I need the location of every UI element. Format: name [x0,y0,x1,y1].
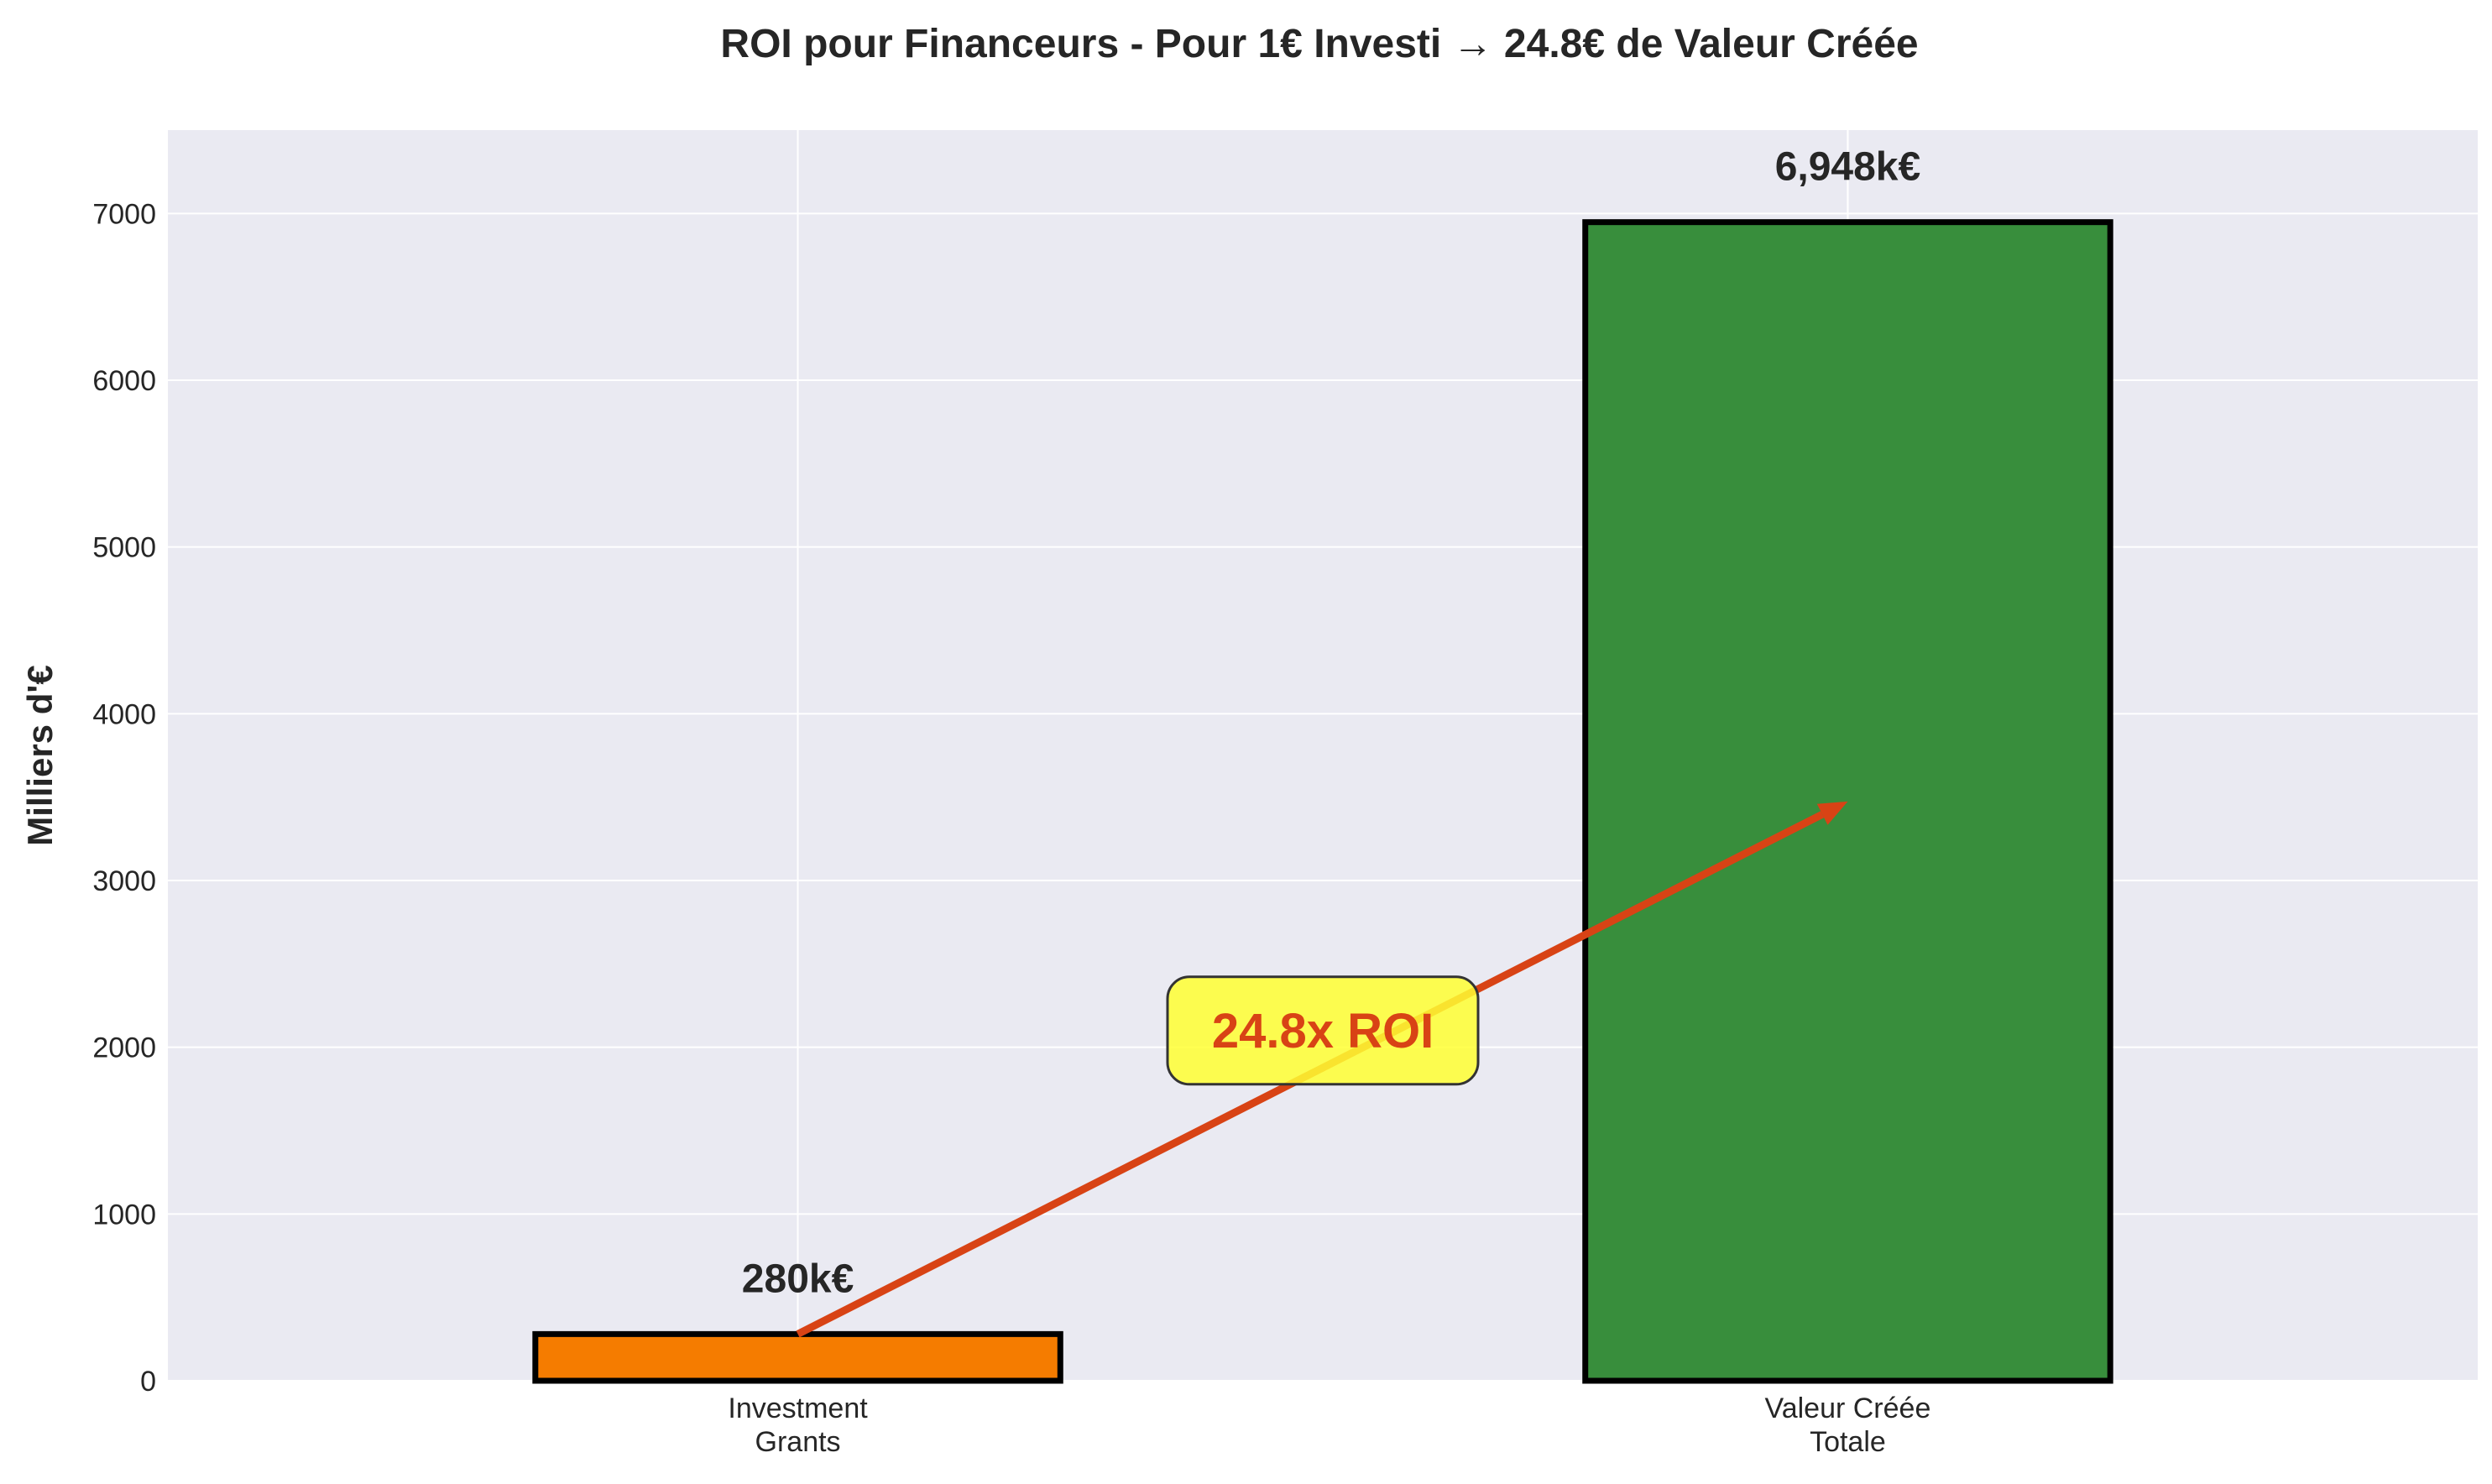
plot-background [168,130,2478,1381]
y-tick-label: 3000 [92,865,156,897]
y-tick-label: 7000 [92,198,156,230]
chart-title: ROI pour Financeurs - Pour 1€ Investi → … [720,22,1918,66]
roi-arrow-head [1816,801,1848,825]
x-tick-label: Investment Grants [728,1393,868,1458]
y-tick-label: 1000 [92,1199,156,1231]
y-axis-label: Milliers d'€ [20,665,60,845]
roi-annotation-text: 24.8x ROI [1212,1004,1434,1058]
roi-annotation-box [1166,975,1480,1086]
bar-data-label: 6,948k€ [1775,145,1921,190]
y-tick-label: 5000 [92,532,156,564]
bar [1582,219,2113,1384]
y-tick-label: 4000 [92,698,156,730]
y-tick-label: 6000 [92,365,156,397]
bar-data-label: 280k€ [742,1257,854,1301]
bar [532,1330,1063,1384]
y-tick-label: 2000 [92,1032,156,1064]
x-tick-label: Valeur Créée Totale [1765,1393,1931,1458]
y-tick-label: 0 [140,1366,156,1398]
